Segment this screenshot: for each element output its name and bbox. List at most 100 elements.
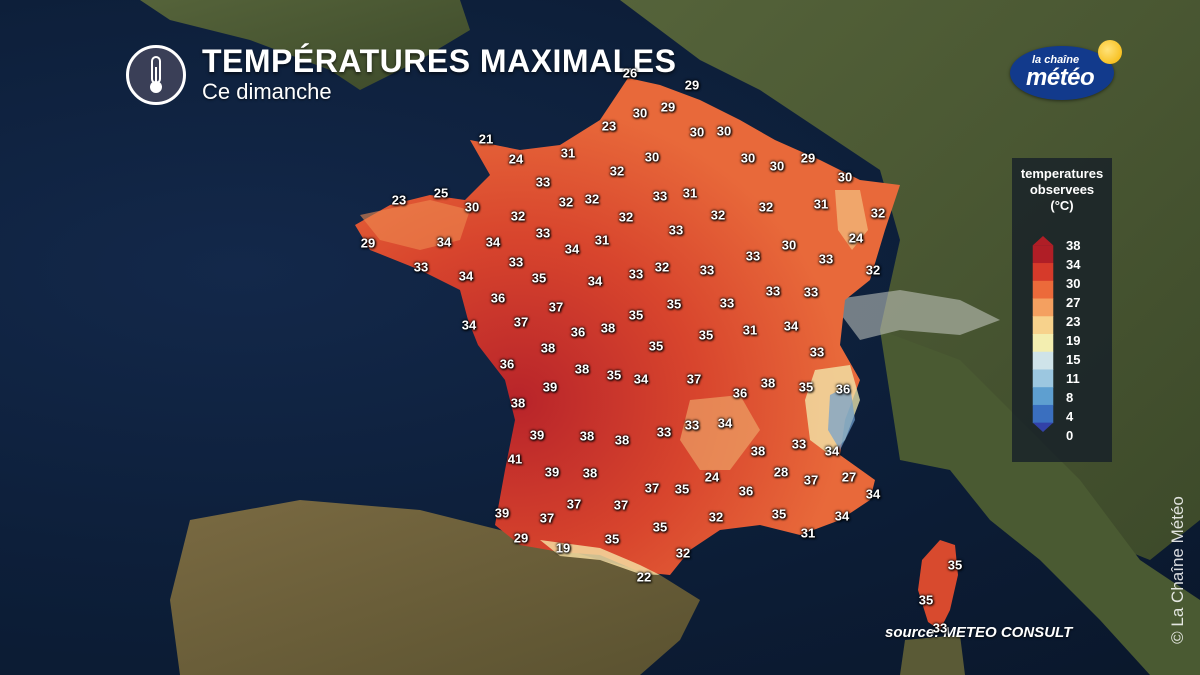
legend-color-step [1032, 298, 1054, 317]
temperature-label: 29 [684, 77, 700, 93]
temperature-label: 35 [771, 506, 787, 522]
alps-snow [830, 290, 1000, 340]
sun-icon [1098, 40, 1122, 64]
temperature-label: 31 [594, 232, 610, 248]
temperature-label: 37 [803, 472, 819, 488]
temperature-label: 29 [360, 235, 376, 251]
temperature-label: 32 [870, 205, 886, 221]
temperature-label: 29 [660, 99, 676, 115]
temperature-label: 38 [540, 340, 556, 356]
temperature-label: 36 [570, 324, 586, 340]
temperature-label: 30 [837, 169, 853, 185]
temperature-label: 33 [628, 266, 644, 282]
temperature-label: 36 [499, 356, 515, 372]
temperature-label: 34 [436, 234, 452, 250]
temperature-label: 37 [613, 497, 629, 513]
legend-tick: 34 [1066, 257, 1081, 272]
temperature-label: 32 [584, 191, 600, 207]
legend-color-bar [1032, 236, 1054, 432]
corsica-heatmap [918, 540, 958, 630]
temperature-label: 19 [555, 540, 571, 556]
legend-color-step [1032, 263, 1054, 282]
temperature-label: 33 [699, 262, 715, 278]
temperature-label: 32 [558, 194, 574, 210]
temperature-label: 25 [433, 185, 449, 201]
temperature-label: 34 [824, 443, 840, 459]
header: TEMPÉRATURES MAXIMALES Ce dimanche [126, 44, 676, 106]
vosges-patch [835, 190, 868, 250]
temperature-label: 38 [582, 465, 598, 481]
temperature-label: 34 [865, 486, 881, 502]
temperature-label: 33 [668, 222, 684, 238]
temperature-label: 39 [529, 427, 545, 443]
temperature-label: 35 [628, 307, 644, 323]
temperature-label: 32 [654, 259, 670, 275]
temperature-label: 35 [798, 379, 814, 395]
temperature-label: 33 [765, 283, 781, 299]
temperature-label: 39 [542, 379, 558, 395]
legend-color-step [1032, 387, 1054, 406]
temperature-label: 33 [791, 436, 807, 452]
temperature-label: 32 [708, 509, 724, 525]
temperature-label: 31 [682, 185, 698, 201]
temperature-label: 22 [636, 569, 652, 585]
legend-color-step [1032, 351, 1054, 370]
temperature-label: 33 [684, 417, 700, 433]
legend-tick: 23 [1066, 314, 1081, 329]
temperature-label: 36 [490, 290, 506, 306]
land-sardinia [900, 635, 965, 675]
temperature-label: 33 [656, 424, 672, 440]
temperature-label: 37 [513, 314, 529, 330]
temperature-label: 33 [413, 259, 429, 275]
legend-color-step [1032, 369, 1054, 388]
legend-arrow-down [1032, 422, 1054, 432]
temperature-label: 30 [644, 149, 660, 165]
temperature-label: 33 [745, 248, 761, 264]
temperature-label: 37 [566, 496, 582, 512]
temperature-label: 35 [947, 557, 963, 573]
land-england [140, 0, 470, 90]
temperature-label: 23 [391, 192, 407, 208]
temperature-label: 24 [508, 151, 524, 167]
temperature-label: 38 [510, 395, 526, 411]
land-italy [880, 330, 1200, 675]
temperature-label: 33 [932, 620, 948, 636]
temperature-label: 32 [675, 545, 691, 561]
temperature-label: 34 [717, 415, 733, 431]
temperature-label: 32 [758, 199, 774, 215]
temperature-label: 38 [600, 320, 616, 336]
temperature-label: 35 [674, 481, 690, 497]
temperature-label: 30 [716, 123, 732, 139]
legend-color-step [1032, 280, 1054, 299]
temperature-label: 30 [464, 199, 480, 215]
brittany-cool-patch [360, 200, 470, 250]
legend-tick: 30 [1066, 276, 1081, 291]
temperature-label: 35 [918, 592, 934, 608]
legend-color-step [1032, 245, 1054, 264]
temperature-label: 41 [507, 451, 523, 467]
temperature-label: 35 [604, 531, 620, 547]
temperature-label: 37 [686, 371, 702, 387]
temperature-label: 32 [510, 208, 526, 224]
temperature-label: 37 [548, 299, 564, 315]
temperature-label: 36 [732, 385, 748, 401]
temperature-label: 35 [698, 327, 714, 343]
temperature-label: 35 [666, 296, 682, 312]
temperature-label: 34 [587, 273, 603, 289]
temperature-label: 34 [458, 268, 474, 284]
pyrenees-patch [540, 540, 660, 575]
temperature-label: 31 [800, 525, 816, 541]
legend-arrow-up [1032, 236, 1054, 246]
temperature-label: 30 [740, 150, 756, 166]
chaine-meteo-logo: la chaîne météo [1010, 40, 1122, 102]
france-heatmap [355, 78, 900, 575]
temperature-label: 34 [461, 317, 477, 333]
temperature-label: 31 [742, 322, 758, 338]
legend-tick: 15 [1066, 352, 1081, 367]
temperature-label: 35 [648, 338, 664, 354]
temperature-label: 38 [574, 361, 590, 377]
temperature-label: 24 [848, 230, 864, 246]
temperature-label: 34 [783, 318, 799, 334]
temperature-label: 38 [579, 428, 595, 444]
page-subtitle: Ce dimanche [202, 79, 332, 104]
